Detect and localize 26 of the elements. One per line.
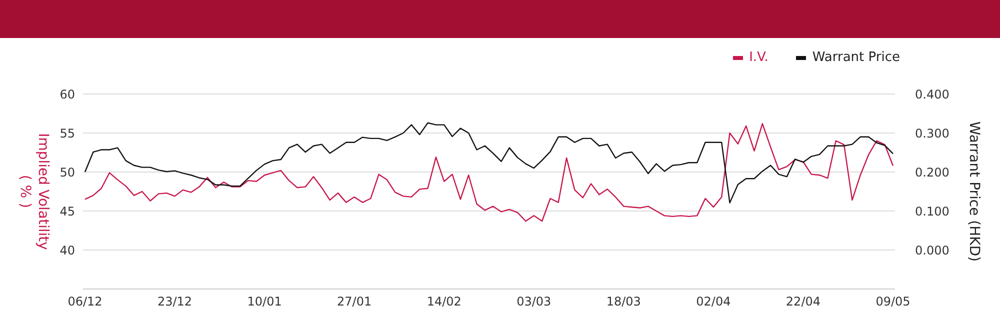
y-tick-label: 55 [60,126,75,140]
y2-tick-label: 0.300 [915,126,950,140]
y2-tick-label: 0.400 [915,87,950,102]
x-tick-label: 10/01 [247,294,282,309]
y-axis-title: Implied Volatility ( % ) [17,133,51,250]
x-tick-label: 22/04 [786,294,821,309]
line-series [84,122,894,204]
legend-label: Warrant Price [811,50,900,65]
y2-tick-label: 0.200 [915,165,950,180]
x-tick-label: 18/03 [606,294,641,309]
y2-axis-title: Warrant Price (HKD) [966,121,982,262]
y2-tick-label: 0.100 [915,204,950,218]
y-tick-label: 45 [60,204,75,218]
y-tick-label: 60 [60,87,75,102]
x-tick-label: 14/02 [426,294,462,309]
y-tick-label: 50 [60,165,75,180]
x-tick-label: 27/01 [337,294,372,309]
y-tick-label: 40 [60,243,75,258]
x-tick-label: 09/05 [876,294,910,309]
y2-tick-label: 0.000 [915,243,950,258]
line-series [84,123,894,222]
x-tick-label: 06/12 [68,294,102,309]
x-tick-label: 23/12 [157,294,192,309]
x-tick-label: 02/04 [696,294,731,309]
x-tick-label: 03/03 [516,294,552,309]
legend-label: I.V. [748,50,768,65]
